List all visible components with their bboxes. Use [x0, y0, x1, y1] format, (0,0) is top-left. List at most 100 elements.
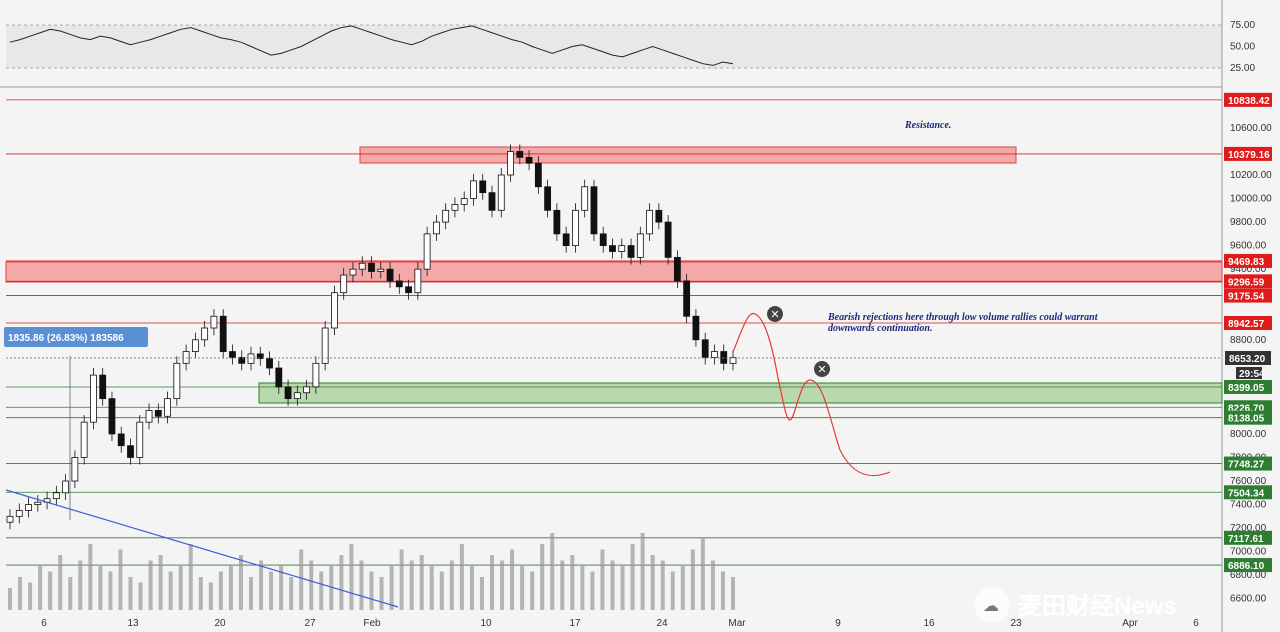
candle-body	[321, 327, 329, 364]
volume-bar	[479, 577, 484, 610]
volume-bar	[88, 544, 93, 610]
time-tick: 27	[304, 618, 316, 629]
volume-bar	[590, 571, 595, 610]
candle-body	[377, 268, 385, 272]
volume-bar	[188, 544, 193, 610]
volume-bar	[329, 566, 334, 610]
candle-body	[488, 192, 496, 211]
candle-body	[99, 374, 107, 400]
candle-body	[368, 262, 375, 272]
measure-label: 1835.86 (26.83%) 183586	[8, 333, 124, 344]
level-tag-label: 8226.70	[1228, 403, 1265, 414]
volume-bar	[429, 566, 434, 610]
time-tick: 10	[480, 618, 492, 629]
price-tick: 9400.00	[1230, 264, 1267, 275]
volume-bar	[128, 577, 133, 610]
volume-bar	[68, 577, 73, 610]
volume-bar	[389, 566, 394, 610]
levels-layer	[6, 99, 1222, 566]
candle-body	[646, 209, 653, 235]
candle-body	[683, 280, 691, 317]
volume-bar	[439, 571, 444, 610]
volume-bar	[700, 538, 705, 610]
candle-body	[52, 492, 60, 500]
price-tick: 10600.00	[1230, 123, 1272, 134]
volume-bar	[469, 566, 474, 610]
countdown-label: 29:54	[1239, 369, 1265, 380]
candle-body	[442, 209, 450, 223]
candle-body	[729, 357, 737, 364]
volume-bar	[48, 571, 53, 610]
volume-bar	[8, 588, 12, 610]
volume-bar	[520, 566, 525, 610]
candle-body	[720, 351, 728, 364]
time-tick: 20	[214, 618, 226, 629]
level-tag	[1224, 253, 1272, 268]
volume-bar	[670, 571, 675, 610]
candle-body	[562, 233, 570, 247]
candle-body	[423, 233, 431, 270]
candle-body	[692, 315, 700, 341]
price-tick: 9800.00	[1230, 217, 1267, 228]
volume-bar	[339, 555, 344, 610]
volume-bar	[138, 582, 143, 610]
time-tick: Apr	[1122, 618, 1138, 629]
volume-bar	[560, 560, 565, 610]
volume-bar	[540, 544, 545, 610]
candle-body	[173, 362, 181, 400]
level-tag-label: 9296.59	[1228, 277, 1265, 288]
time-tick: 9	[835, 618, 841, 629]
volume-bar	[269, 571, 274, 610]
rsi-line	[9, 25, 734, 66]
volume-bar	[650, 555, 655, 610]
candle-body	[516, 151, 524, 158]
volume-bar	[228, 566, 233, 610]
candle-body	[609, 245, 616, 252]
candle-body	[256, 353, 264, 360]
volume-bar	[369, 571, 374, 610]
level-tag	[1224, 485, 1272, 500]
candle-body	[386, 268, 394, 282]
volume-bar	[289, 577, 294, 610]
candle-body	[34, 501, 42, 505]
level-tag-label: 9175.54	[1228, 292, 1265, 303]
level-tag	[1224, 274, 1272, 289]
candle-body	[229, 351, 236, 358]
trendline	[5, 489, 399, 608]
volume-bar	[580, 566, 585, 610]
time-tick: Mar	[728, 618, 746, 629]
volume-bar	[530, 571, 535, 610]
level-tag	[1224, 146, 1272, 161]
volume-bar	[58, 555, 63, 610]
candle-body	[497, 174, 505, 211]
price-tick: 7200.00	[1230, 523, 1267, 534]
current-price-tag	[1225, 351, 1271, 365]
candle-body	[136, 421, 144, 458]
volume-bar	[28, 582, 33, 610]
volume-bar	[359, 560, 364, 610]
current-price-label: 8653.20	[1229, 354, 1266, 365]
candle-body	[6, 515, 14, 523]
time-tick: 16	[923, 618, 935, 629]
candle-body	[414, 268, 422, 294]
candle-body	[340, 274, 348, 294]
candle-body	[553, 209, 561, 235]
level-tag-label: 7117.61	[1228, 534, 1264, 545]
rsi-tick: 25.00	[1230, 63, 1255, 74]
volume-bar	[238, 555, 243, 610]
resistance-zone-top	[359, 146, 1017, 164]
volume-bar	[690, 549, 695, 610]
bearish-annotation-line2: downwards continuation.	[828, 323, 932, 334]
level-tag	[1224, 379, 1272, 394]
volume-bar	[660, 560, 665, 610]
price-tick: 6800.00	[1230, 570, 1267, 581]
candle-body	[154, 409, 162, 417]
candle-body	[470, 180, 477, 199]
level-tag	[1224, 92, 1272, 107]
price-tick: 8800.00	[1230, 335, 1267, 346]
candle-body	[266, 358, 273, 369]
volume-bar	[218, 571, 223, 610]
candle-body	[655, 209, 663, 223]
candle-body	[507, 151, 514, 176]
